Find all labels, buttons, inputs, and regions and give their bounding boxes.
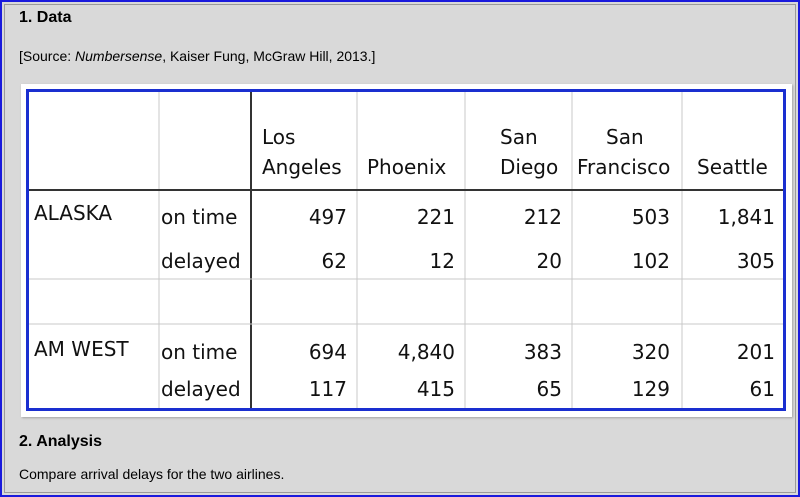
section-heading-analysis: 2. Analysis — [19, 433, 103, 450]
table-cell: 415 — [416, 377, 455, 401]
table-cell: 221 — [416, 205, 455, 229]
table-cell: 129 — [631, 377, 670, 401]
table-cell: 320 — [631, 340, 670, 364]
status-label: delayed — [161, 377, 241, 401]
source-suffix: , Kaiser Fung, McGraw Hill, 2013.] — [162, 48, 376, 64]
source-title: Numbersense — [75, 48, 163, 64]
table-cell: 503 — [631, 205, 670, 229]
header-los: Los — [262, 125, 296, 149]
status-label: on time — [161, 205, 238, 229]
status-label: on time — [161, 340, 238, 364]
data-table: Los Angeles Phoenix San Diego San Franci… — [26, 89, 786, 411]
header-phoenix: Phoenix — [367, 155, 447, 179]
source-citation: [Source: Numbersense, Kaiser Fung, McGra… — [19, 48, 375, 64]
airline-am-west: AM WEST — [34, 337, 129, 361]
table-cell: 201 — [736, 340, 775, 364]
table-cell: 65 — [536, 377, 562, 401]
table-cell: 102 — [631, 249, 670, 273]
header-seattle: Seattle — [697, 155, 768, 179]
header-san-2: San — [606, 125, 644, 149]
table-cell: 212 — [523, 205, 562, 229]
analysis-text: Compare arrival delays for the two airli… — [19, 466, 285, 482]
table-cell: 694 — [308, 340, 347, 364]
header-francisco: Francisco — [577, 155, 671, 179]
table-cell: 1,841 — [717, 205, 775, 229]
table-cell: 4,840 — [397, 340, 455, 364]
table-cell: 20 — [536, 249, 562, 273]
table-cell: 62 — [321, 249, 347, 273]
frame-inner-border — [4, 4, 796, 493]
airline-alaska: ALASKA — [34, 201, 113, 225]
header-san-1: San — [500, 125, 538, 149]
table-cell: 383 — [523, 340, 562, 364]
table-cell: 497 — [308, 205, 347, 229]
table-cell: 305 — [736, 249, 775, 273]
table-image-panel: Los Angeles Phoenix San Diego San Franci… — [21, 84, 792, 417]
table-cell: 117 — [308, 377, 347, 401]
source-prefix: [Source: — [19, 48, 76, 64]
status-label: delayed — [161, 249, 241, 273]
section-heading-data: 1. Data — [19, 9, 72, 26]
table-cell: 12 — [429, 249, 455, 273]
table-grid-lines — [29, 92, 783, 408]
header-angeles: Angeles — [262, 155, 342, 179]
table-cell: 61 — [749, 377, 775, 401]
header-diego: Diego — [500, 155, 559, 179]
